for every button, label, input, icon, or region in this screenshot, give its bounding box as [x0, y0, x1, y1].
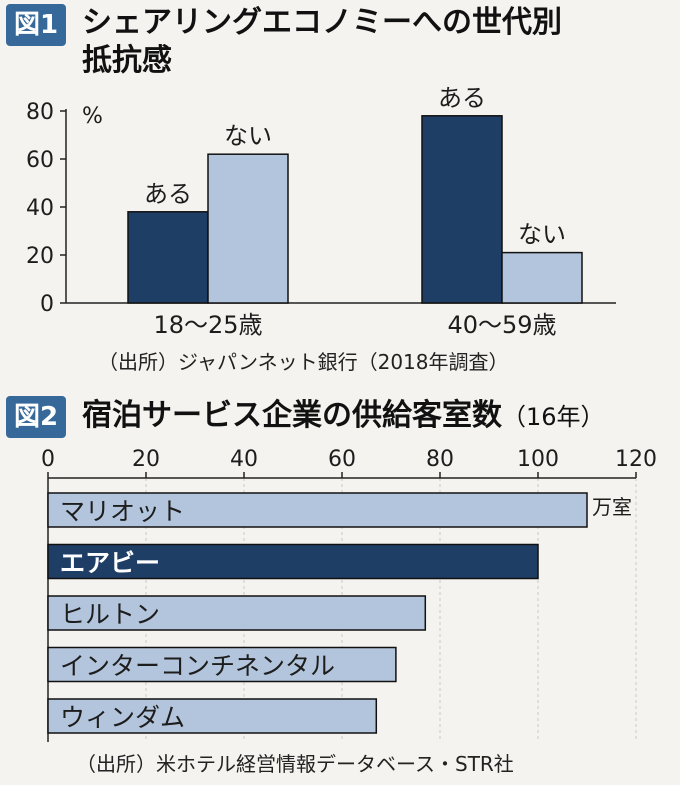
fig1-title-line1: シェアリングエコノミーへの世代別: [82, 5, 562, 40]
chart1-bar: [501, 251, 583, 304]
chart1-bar-label: ある: [144, 180, 192, 208]
fig2-title: 宿泊サービス企業の供給客室数（16年）: [82, 397, 605, 436]
chart2-bar: [47, 595, 427, 631]
chart2-bar-label: ウィンダム: [60, 703, 185, 732]
chart2-bar: [47, 698, 378, 734]
chart1-category-label: 40〜59歳: [447, 311, 556, 339]
chart2-bar: [47, 543, 539, 580]
chart2-x-tick-label: 40: [230, 447, 258, 472]
chart1-unit-label: %: [82, 104, 103, 129]
fig1-title: シェアリングエコノミーへの世代別 抵抗感: [82, 4, 562, 80]
chart2-x-tick-label: 80: [426, 447, 454, 472]
chart2-x-tick-label: 120: [615, 447, 657, 472]
chart2-bar: [47, 492, 588, 528]
chart2-bar: [47, 646, 397, 683]
fig1-tag: 図1: [6, 4, 67, 46]
fig2-source: （出所）米ホテル経営情報データベース・STR社: [76, 752, 514, 776]
chart2-unit-label: 万室: [592, 495, 632, 519]
chart1-bar-label: ある: [438, 84, 486, 112]
chart2-bar-label: マリオット: [60, 497, 185, 526]
chart1-y-tick-label: 20: [26, 244, 54, 269]
fig2-title-suffix: （16年）: [502, 403, 605, 431]
chart1-bar: [421, 115, 503, 304]
chart2-x-tick-label: 60: [328, 447, 356, 472]
chart2-bar-label: インターコンチネンタル: [60, 652, 335, 681]
chart1-bar-label: ない: [224, 122, 272, 150]
chart1-y-tick-label: 80: [26, 100, 54, 125]
chart1-bar: [207, 153, 289, 304]
chart1-y-tick-label: 0: [40, 292, 54, 317]
chart1-bar-label: ない: [518, 221, 566, 249]
chart1-y-tick-label: 60: [26, 148, 54, 173]
chart2-x-tick-label: 0: [41, 447, 55, 472]
fig1-title-line2: 抵抗感: [82, 43, 172, 78]
fig2-tag: 図2: [6, 396, 67, 438]
fig2-title-main: 宿泊サービス企業の供給客室数: [82, 398, 502, 433]
chart2-bar-label: ヒルトン: [60, 600, 160, 629]
chart2-x-tick-label: 100: [517, 447, 559, 472]
fig1-source: （出所）ジャパンネット銀行（2018年調査）: [98, 350, 509, 374]
chart1-y-tick-label: 40: [26, 196, 54, 221]
chart1-category-label: 18〜25歳: [153, 311, 262, 339]
chart2-bar-label: エアビー: [60, 549, 160, 578]
chart2-x-tick-label: 20: [132, 447, 160, 472]
